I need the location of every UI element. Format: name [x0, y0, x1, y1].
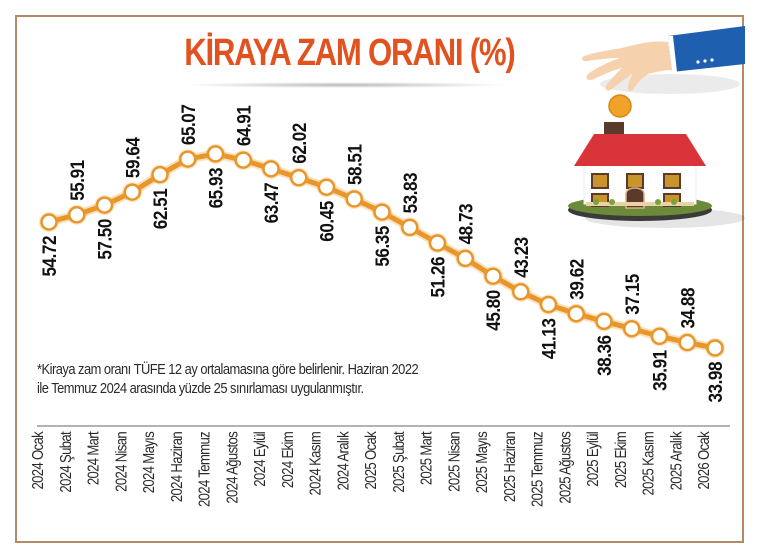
footnote-line-2: ile Temmuz 2024 arasında yüzde 25 sınırl…: [37, 380, 364, 397]
footnote: *Kiraya zam oranı TÜFE 12 ay ortalamasın…: [37, 360, 419, 398]
data-point: [512, 283, 530, 301]
data-point: [428, 234, 447, 252]
x-axis-label: 2024 Temmuz: [197, 431, 214, 506]
value-labels: 54.72 55.91 57.50 59.64 62.51 65.07 65.93 64.91…: [39, 104, 726, 402]
x-axis-label: 2024 Ekim: [280, 431, 297, 488]
data-point: [539, 295, 558, 314]
x-axis-label: 2025 Kasım: [641, 431, 658, 495]
value-label: 37.15: [622, 274, 643, 315]
value-label: 48.73: [455, 203, 476, 244]
data-point: [567, 304, 585, 323]
x-axis-label: 2024 Haziran: [169, 431, 186, 502]
value-label: 63.47: [261, 182, 282, 223]
value-label: 54.72: [39, 236, 60, 277]
data-point: [206, 145, 225, 163]
data-point: [484, 267, 502, 285]
data-points: [39, 143, 725, 358]
illustration-hand-coin-house: [568, 26, 745, 228]
value-label: 34.88: [677, 288, 698, 329]
value-label: 45.80: [483, 290, 504, 331]
value-label: 55.91: [67, 160, 88, 201]
x-axis-label: 2025 Aralık: [668, 431, 685, 491]
x-axis-label: 2025 Haziran: [502, 431, 519, 502]
data-point: [373, 203, 391, 221]
value-label: 38.36: [594, 335, 615, 376]
x-axis-label: 2025 Şubat: [391, 431, 408, 492]
value-label: 56.35: [372, 226, 393, 267]
value-label: 33.98: [705, 362, 726, 403]
chart-title-block: KİRAYA ZAM ORANI (%): [150, 28, 530, 88]
value-label: 35.91: [650, 350, 671, 391]
x-axis-labels: 2024 Ocak 2024 Şubat 2024 Mart 2024 Nisan 20…: [30, 431, 713, 507]
data-point: [706, 339, 724, 357]
chart-title: KİRAYA ZAM ORANI (%): [184, 32, 516, 74]
data-point: [123, 183, 141, 201]
data-point: [68, 206, 86, 224]
value-label: 58.51: [344, 144, 365, 185]
value-label: 59.64: [122, 137, 143, 178]
value-label: 57.50: [95, 219, 116, 260]
value-label: 60.45: [317, 201, 338, 242]
data-point: [317, 178, 336, 196]
x-axis-label: 2025 Nisan: [446, 431, 463, 491]
x-axis-label: 2025 Ekim: [613, 431, 630, 488]
value-label: 62.02: [289, 123, 310, 164]
data-point: [345, 190, 363, 208]
data-point: [151, 165, 169, 184]
value-label: 62.51: [150, 188, 171, 229]
data-point: [678, 333, 696, 352]
hand-icon: [581, 26, 745, 94]
data-point: [456, 249, 474, 268]
value-label: 64.91: [233, 105, 254, 146]
x-axis-label: 2024 Nisan: [113, 431, 130, 491]
value-label: 41.13: [539, 318, 560, 359]
x-axis-label: 2025 Ocak: [363, 431, 380, 490]
data-point: [595, 312, 613, 331]
x-axis-label: 2025 Mayıs: [474, 431, 491, 493]
x-axis-label: 2024 Eylül: [252, 432, 269, 487]
house-icon: [568, 122, 745, 228]
data-point: [650, 327, 669, 346]
data-point: [95, 196, 114, 214]
x-axis-label: 2024 Mayıs: [141, 431, 158, 493]
value-label: 65.93: [206, 167, 227, 208]
value-label: 51.26: [428, 257, 449, 298]
data-point: [290, 168, 308, 187]
x-axis-label: 2025 Mart: [419, 431, 436, 485]
data-point: [234, 151, 252, 169]
data-point: [40, 213, 58, 231]
x-axis-label: 2024 Aralık: [335, 431, 352, 491]
coin-icon: [608, 94, 632, 118]
x-axis-label: 2026 Ocak: [696, 431, 713, 490]
value-label: 53.83: [400, 172, 421, 213]
x-axis-label: 2025 Ağustos: [557, 431, 574, 503]
x-axis-label: 2024 Ağustos: [224, 431, 241, 503]
data-point: [262, 160, 280, 178]
x-axis-label: 2025 Temmuz: [530, 431, 547, 506]
x-axis-label: 2024 Kasım: [308, 431, 325, 495]
data-point: [623, 319, 641, 338]
value-label: 39.62: [566, 259, 587, 300]
x-axis-label: 2024 Ocak: [30, 431, 47, 490]
value-label: 43.23: [511, 237, 532, 278]
data-point: [179, 150, 197, 168]
title-shadow: [180, 82, 510, 88]
x-axis-label: 2024 Mart: [86, 431, 103, 485]
footnote-line-1: *Kiraya zam oranı TÜFE 12 ay ortalamasın…: [37, 361, 419, 378]
x-axis-label: 2024 Şubat: [58, 431, 75, 492]
value-label: 65.07: [178, 104, 199, 145]
x-axis-label: 2025 Eylül: [585, 432, 602, 487]
data-point: [401, 218, 419, 237]
